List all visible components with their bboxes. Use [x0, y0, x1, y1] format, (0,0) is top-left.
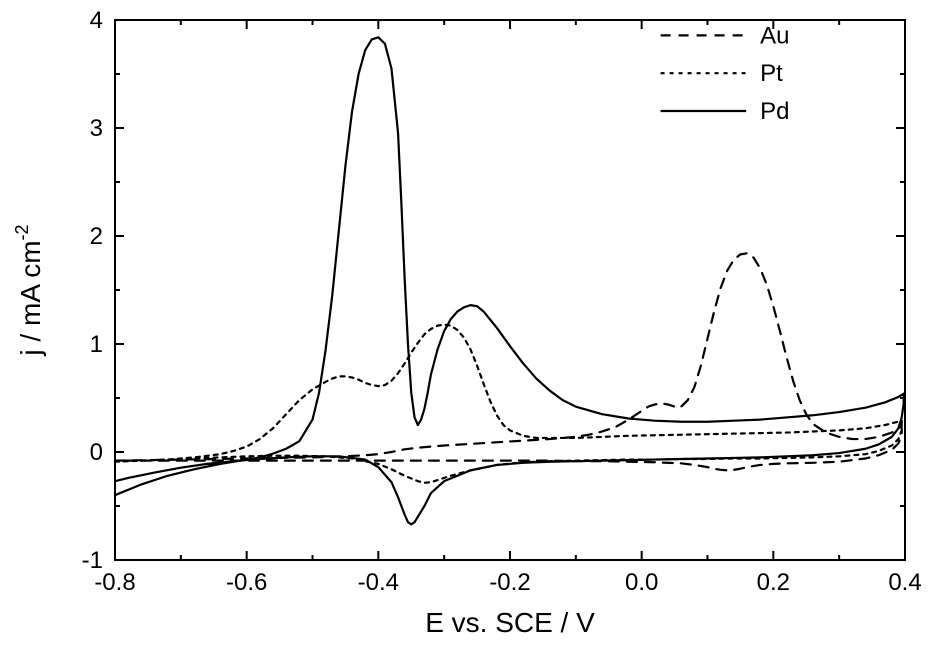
y-axis-title: j / mA cm-2	[12, 224, 46, 356]
cv-chart: -0.8-0.6-0.4-0.20.00.20.4-101234E vs. SC…	[0, 0, 944, 656]
xtick-label: 0.0	[625, 569, 658, 596]
legend-label-pd: Pd	[760, 98, 789, 125]
legend-label-au: Au	[760, 22, 789, 49]
xtick-label: -0.4	[358, 569, 399, 596]
xtick-label: 0.2	[757, 569, 790, 596]
chart-svg: -0.8-0.6-0.4-0.20.00.20.4-101234E vs. SC…	[0, 0, 944, 656]
ytick-label: 4	[90, 7, 103, 34]
xtick-label: 0.4	[888, 569, 921, 596]
ytick-label: 3	[90, 115, 103, 142]
ytick-label: 2	[90, 223, 103, 250]
xtick-label: -0.2	[489, 569, 530, 596]
ytick-label: -1	[82, 547, 103, 574]
ytick-label: 0	[90, 439, 103, 466]
ytick-label: 1	[90, 331, 103, 358]
series-au	[115, 253, 902, 470]
x-axis-title: E vs. SCE / V	[425, 607, 595, 638]
legend-label-pt: Pt	[760, 60, 783, 87]
xtick-label: -0.6	[226, 569, 267, 596]
